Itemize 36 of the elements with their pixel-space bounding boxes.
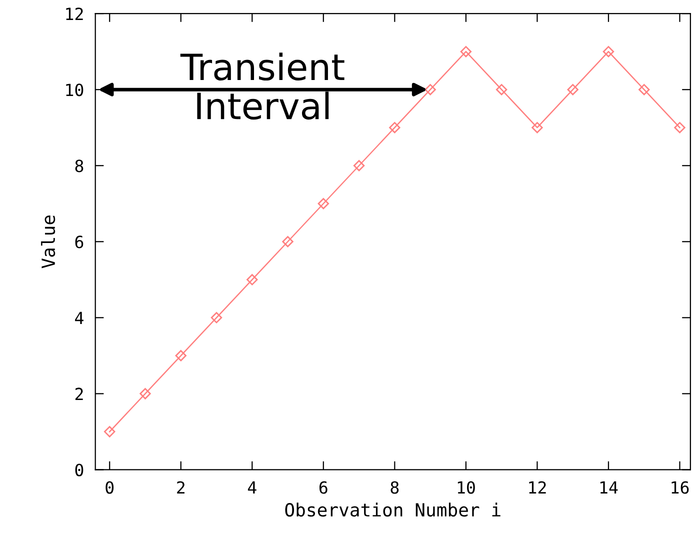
point <box>674 122 686 134</box>
y-tick-label: 10 <box>66 84 84 96</box>
point <box>496 84 508 96</box>
point <box>389 122 400 134</box>
point <box>246 274 258 286</box>
y-tick-label: 0 <box>75 464 84 476</box>
point <box>638 84 650 96</box>
point <box>567 84 578 96</box>
y-tick-label: 8 <box>75 160 84 172</box>
point <box>210 312 222 324</box>
x-tick-label: 2 <box>177 481 184 494</box>
annotation: Transient Interval <box>180 52 344 120</box>
x-tick-label: 6 <box>319 481 328 494</box>
y-tick-label: 4 <box>75 312 84 324</box>
y-tick-label: 2 <box>75 388 83 400</box>
x-tick-label: 8 <box>390 481 399 494</box>
x-tick-label: 4 <box>248 481 256 494</box>
point <box>282 236 294 248</box>
y-tick-label: 6 <box>75 236 84 248</box>
x-tick-label: 16 <box>672 481 689 494</box>
point <box>424 84 436 96</box>
point <box>532 122 543 134</box>
x-tick-label: 14 <box>600 481 618 494</box>
point <box>602 46 614 58</box>
point <box>175 350 186 362</box>
x-axis-title: Observation Number i <box>285 502 500 517</box>
point <box>318 198 330 210</box>
y-axis-title: Value <box>41 216 56 268</box>
point <box>140 388 151 400</box>
x-tick-label: 0 <box>106 481 114 494</box>
point <box>460 46 472 58</box>
x-tick-label: 10 <box>458 481 475 494</box>
x-tick-label: 12 <box>529 481 546 494</box>
y-tick-label: 12 <box>66 8 83 20</box>
point <box>104 426 116 438</box>
point <box>353 160 365 172</box>
